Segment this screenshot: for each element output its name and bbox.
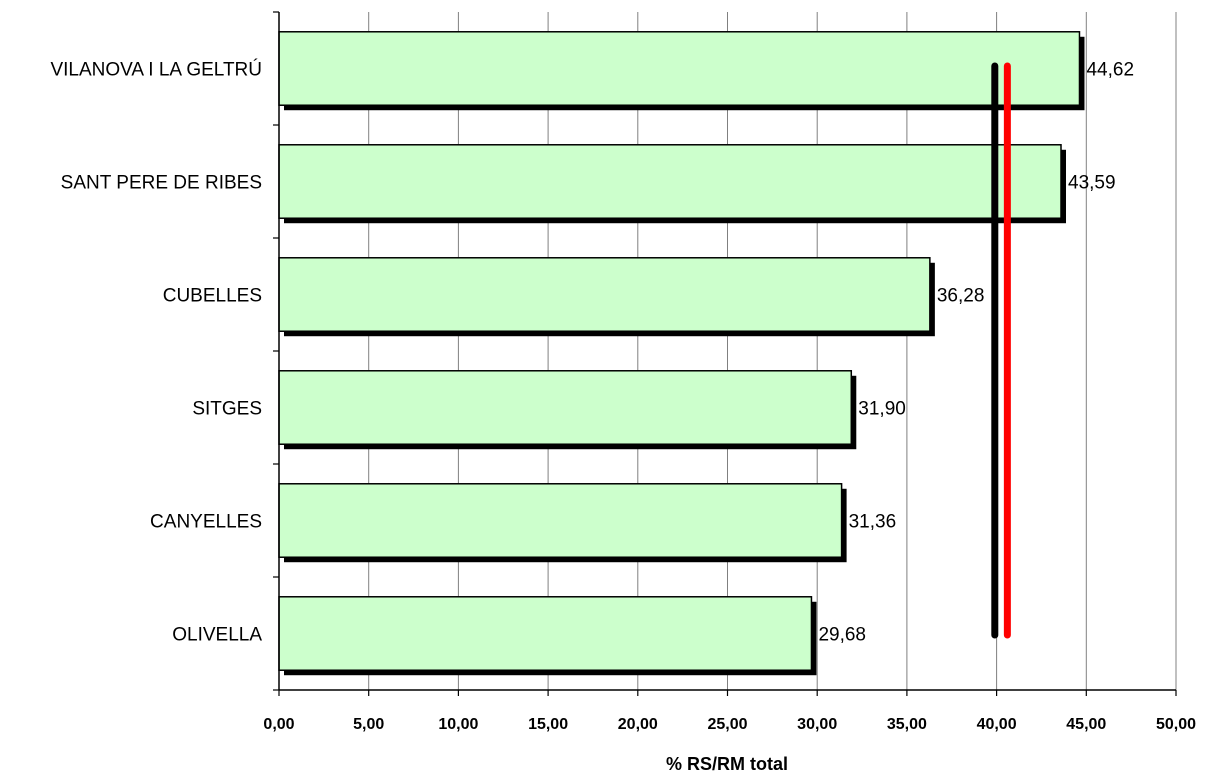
- bar-3: [278, 370, 853, 445]
- bar-5: [278, 596, 813, 671]
- x-axis-title: % RS/RM total: [666, 754, 788, 774]
- category-label-3: SITGES: [192, 399, 262, 420]
- axes: [273, 11, 1177, 696]
- bar-1: [278, 144, 1062, 219]
- x-tick-label-3: 15,00: [528, 716, 568, 733]
- category-label-5: OLIVELLA: [172, 625, 262, 646]
- x-tick-label-8: 40,00: [977, 716, 1017, 733]
- value-label-5: 29,68: [818, 625, 866, 646]
- value-label-0: 44,62: [1086, 60, 1134, 81]
- value-label-4: 31,36: [849, 512, 897, 533]
- bar-2: [278, 257, 931, 332]
- x-tick-label-6: 30,00: [797, 716, 837, 733]
- x-tick-labels: 0,00 5,00 10,00 15,00 20,00 25,00 30,00 35,00 40…: [263, 716, 1196, 733]
- x-tick-label-5: 25,00: [707, 716, 747, 733]
- category-label-1: SANT PERE DE RIBES: [61, 173, 262, 194]
- x-tick-label-1: 5,00: [353, 716, 384, 733]
- x-tick-label-10: 50,00: [1156, 716, 1196, 733]
- value-labels: 44,62 43,59 36,28 31,90 31,36 29,68: [818, 60, 1134, 646]
- category-label-4: CANYELLES: [150, 512, 262, 533]
- value-label-1: 43,59: [1068, 173, 1116, 194]
- category-labels: VILANOVA I LA GELTRÚ SANT PERE DE RIBES CU…: [50, 59, 262, 646]
- reference-lines: [991, 62, 1011, 639]
- category-label-0: VILANOVA I LA GELTRÚ: [50, 59, 262, 81]
- bars: [278, 31, 1085, 676]
- value-label-2: 36,28: [937, 286, 985, 307]
- bar-0: [278, 31, 1081, 106]
- x-tick-label-9: 45,00: [1066, 716, 1106, 733]
- x-tick-label-2: 10,00: [438, 716, 478, 733]
- bar-4: [278, 483, 843, 558]
- x-tick-label-4: 20,00: [618, 716, 658, 733]
- x-tick-label-7: 35,00: [887, 716, 927, 733]
- grid-lines: [368, 12, 1177, 690]
- x-tick-label-0: 0,00: [263, 716, 294, 733]
- category-label-2: CUBELLES: [163, 286, 262, 307]
- value-label-3: 31,90: [858, 399, 906, 420]
